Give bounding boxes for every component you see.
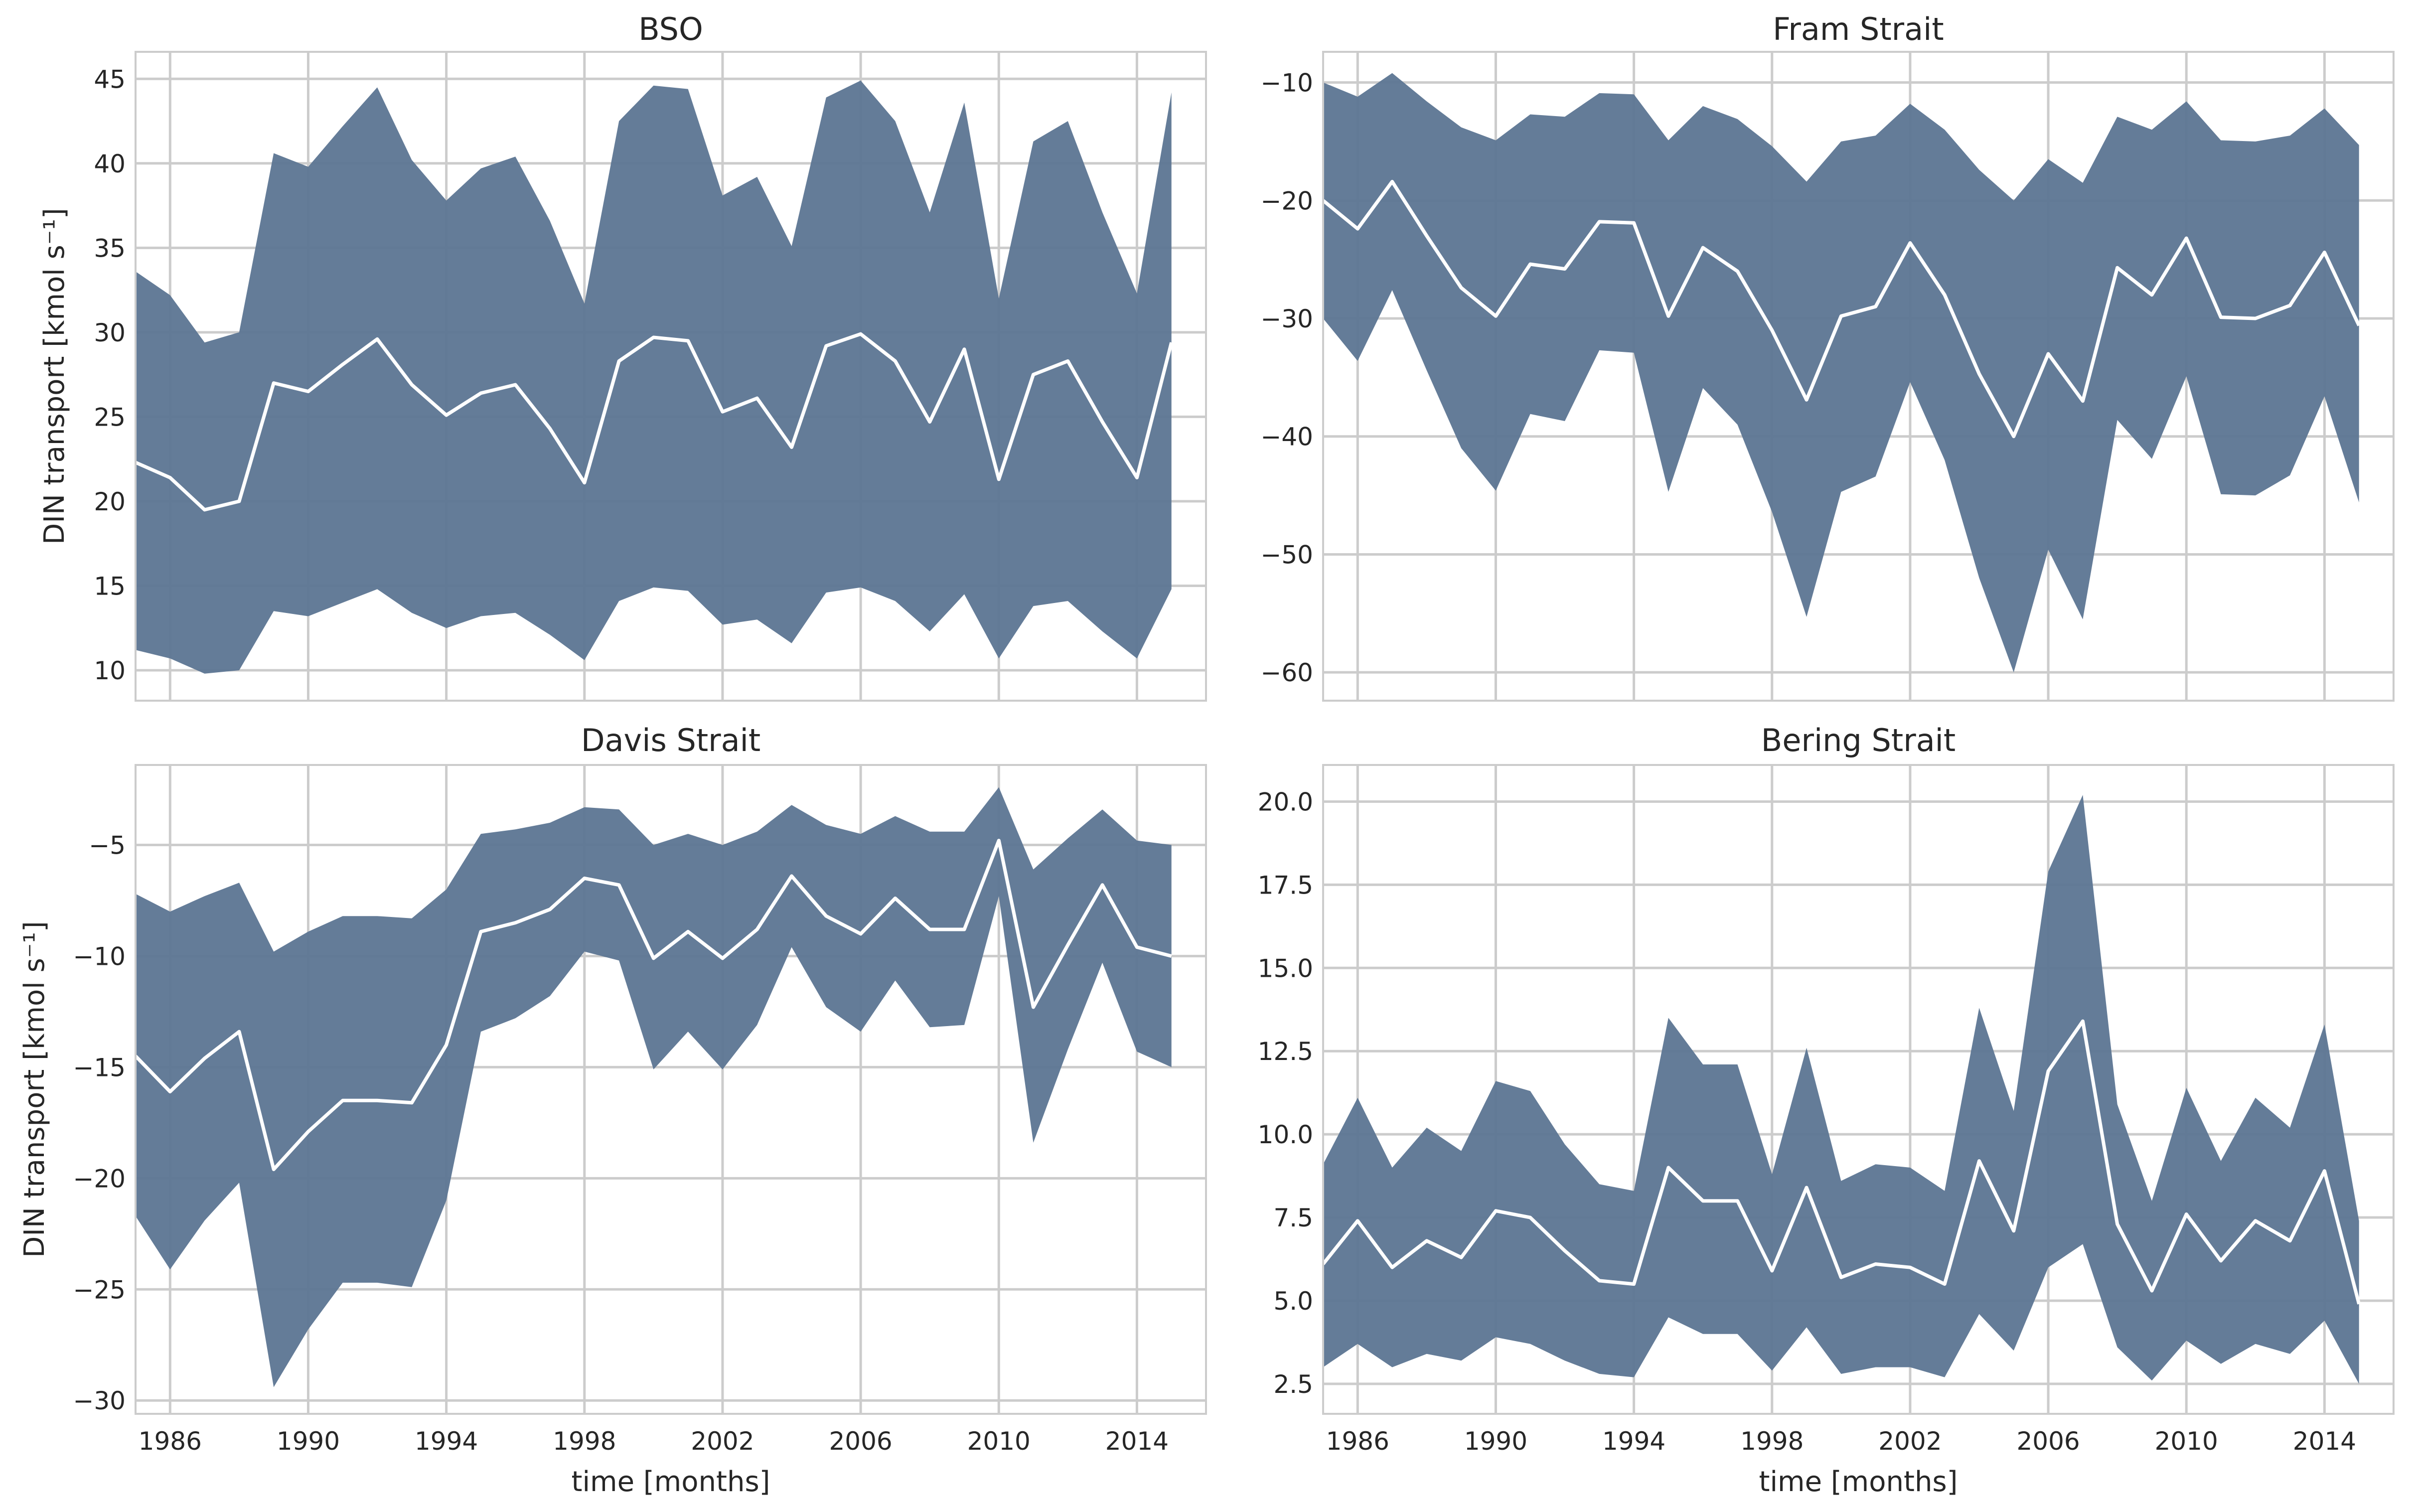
panel-davis-strait-xtick-label: 2014 bbox=[1105, 1427, 1169, 1456]
panel-fram-strait-ytick-label: −50 bbox=[1260, 540, 1313, 569]
panel-bering-strait-xtick-label: 2006 bbox=[2016, 1427, 2080, 1456]
panel-davis-strait-ytick-label: −15 bbox=[73, 1053, 126, 1082]
panel-bering-strait-ytick-label: 2.5 bbox=[1273, 1370, 1313, 1399]
panel-davis-strait-ytick-label: −25 bbox=[73, 1275, 126, 1304]
panel-davis-strait-frame bbox=[135, 764, 1207, 1415]
panel-bering-strait-ytick-label: 20.0 bbox=[1258, 787, 1313, 816]
panel-bering-strait-ytick-label: 7.5 bbox=[1273, 1204, 1313, 1232]
panel-bering-strait-xlabel: time [months] bbox=[1759, 1466, 1958, 1498]
panel-bso-ylabel: DIN transport [kmol s⁻¹] bbox=[38, 208, 71, 544]
panel-bso-mean-line bbox=[135, 332, 1174, 512]
panel-davis-strait-title: Davis Strait bbox=[581, 722, 760, 758]
panel-fram-strait: −60 −50 −40 −30 −20 −10 Fram Strait bbox=[1260, 11, 2395, 702]
panel-fram-strait-mean-line bbox=[1322, 179, 2361, 439]
panel-bso-frame bbox=[135, 51, 1207, 702]
panel-davis-strait-ytick-label: −30 bbox=[73, 1386, 126, 1415]
panel-bering-strait-spread-band bbox=[1323, 795, 2359, 1384]
panel-bso: 10 15 20 25 30 35 40 45 BSO DIN transport [kmol… bbox=[38, 11, 1207, 702]
panel-bering-strait-ytick-label: 15.0 bbox=[1258, 954, 1313, 983]
panel-fram-strait-ytick-label: −40 bbox=[1260, 423, 1313, 452]
panel-bso-ytick-label: 25 bbox=[94, 403, 126, 432]
panel-bso-spread-band bbox=[136, 80, 1172, 674]
panel-bso-ytick-label: 40 bbox=[94, 150, 126, 178]
panel-bering-strait-xtick-label: 1998 bbox=[1740, 1427, 1804, 1456]
panel-bso-plot: 10 15 20 25 30 35 40 45 bbox=[94, 51, 1207, 702]
panel-bering-strait-xtick-label: 1994 bbox=[1602, 1427, 1665, 1456]
panel-bering-strait-frame bbox=[1322, 764, 2395, 1415]
panel-bso-ytick-label: 35 bbox=[94, 234, 126, 263]
panel-davis-strait-ylabel: DIN transport [kmol s⁻¹] bbox=[18, 921, 51, 1257]
panel-bering-strait-xtick-label: 1990 bbox=[1464, 1427, 1527, 1456]
panel-bering-strait-ytick-label: 10.0 bbox=[1258, 1120, 1313, 1149]
panel-davis-strait-xtick-label: 1998 bbox=[553, 1427, 616, 1456]
panel-davis-strait-xtick-label: 1994 bbox=[415, 1427, 478, 1456]
panel-fram-strait-plot: −60 −50 −40 −30 −20 −10 bbox=[1260, 51, 2395, 702]
panel-davis-strait-xlabel: time [months] bbox=[572, 1466, 770, 1498]
panel-fram-strait-ytick-label: −20 bbox=[1260, 186, 1313, 215]
panel-davis-strait-spread-band bbox=[136, 787, 1172, 1387]
panel-fram-strait-frame bbox=[1322, 51, 2395, 702]
panel-bso-ytick-label: 10 bbox=[94, 656, 126, 685]
panel-bso-ytick-label: 45 bbox=[94, 65, 126, 94]
panel-davis-strait-plot: −30 −25 −20 −15 −10 −5 1986 1990 1994 1998 2002 200… bbox=[73, 764, 1207, 1456]
panel-davis-strait-mean-line bbox=[134, 839, 1172, 1171]
panel-davis-strait-xtick-label: 2002 bbox=[691, 1427, 754, 1456]
panel-bering-strait-xtick-label: 2002 bbox=[1878, 1427, 1942, 1456]
panel-bso-ytick-label: 15 bbox=[94, 572, 126, 601]
panel-davis-strait: −30 −25 −20 −15 −10 −5 1986 1990 1994 1998 2002 200… bbox=[18, 722, 1207, 1498]
panel-fram-strait-ytick-label: −60 bbox=[1260, 658, 1313, 687]
panel-bering-strait: 2.5 5.0 7.5 10.0 12.5 15.0 17.5 20.0 1986 1990 199… bbox=[1258, 722, 2395, 1498]
panel-bso-ytick-label: 30 bbox=[94, 318, 126, 347]
panel-fram-strait-title: Fram Strait bbox=[1773, 11, 1944, 47]
panel-fram-strait-spread-band bbox=[1323, 73, 2359, 673]
panel-fram-strait-ytick-label: −30 bbox=[1260, 304, 1313, 333]
panel-davis-strait-xtick-label: 2010 bbox=[967, 1427, 1031, 1456]
panel-bso-ytick-label: 20 bbox=[94, 487, 126, 516]
panel-bering-strait-xtick-label: 2014 bbox=[2293, 1427, 2356, 1456]
panel-davis-strait-ytick-label: −5 bbox=[89, 831, 126, 860]
panel-bering-strait-plot: 2.5 5.0 7.5 10.0 12.5 15.0 17.5 20.0 1986 1990 199… bbox=[1258, 764, 2395, 1456]
panel-bering-strait-ytick-label: 5.0 bbox=[1273, 1287, 1313, 1316]
panel-davis-strait-xtick-label: 1990 bbox=[277, 1427, 340, 1456]
panel-bering-strait-xtick-label: 2010 bbox=[2155, 1427, 2218, 1456]
panel-bso-title: BSO bbox=[638, 11, 703, 47]
panel-bering-strait-ytick-label: 17.5 bbox=[1258, 871, 1313, 900]
panel-bering-strait-ytick-label: 12.5 bbox=[1258, 1037, 1313, 1066]
panel-davis-strait-ytick-label: −10 bbox=[73, 942, 126, 971]
panel-fram-strait-ytick-label: −10 bbox=[1260, 69, 1313, 98]
panel-bering-strait-mean-line bbox=[1322, 1019, 2361, 1305]
panel-bering-strait-title: Bering Strait bbox=[1761, 722, 1956, 758]
panel-davis-strait-ytick-label: −20 bbox=[73, 1164, 126, 1193]
panel-davis-strait-xtick-label: 2006 bbox=[829, 1427, 892, 1456]
panel-davis-strait-xtick-label: 1986 bbox=[139, 1427, 202, 1456]
panel-bering-strait-xtick-label: 1986 bbox=[1326, 1427, 1389, 1456]
